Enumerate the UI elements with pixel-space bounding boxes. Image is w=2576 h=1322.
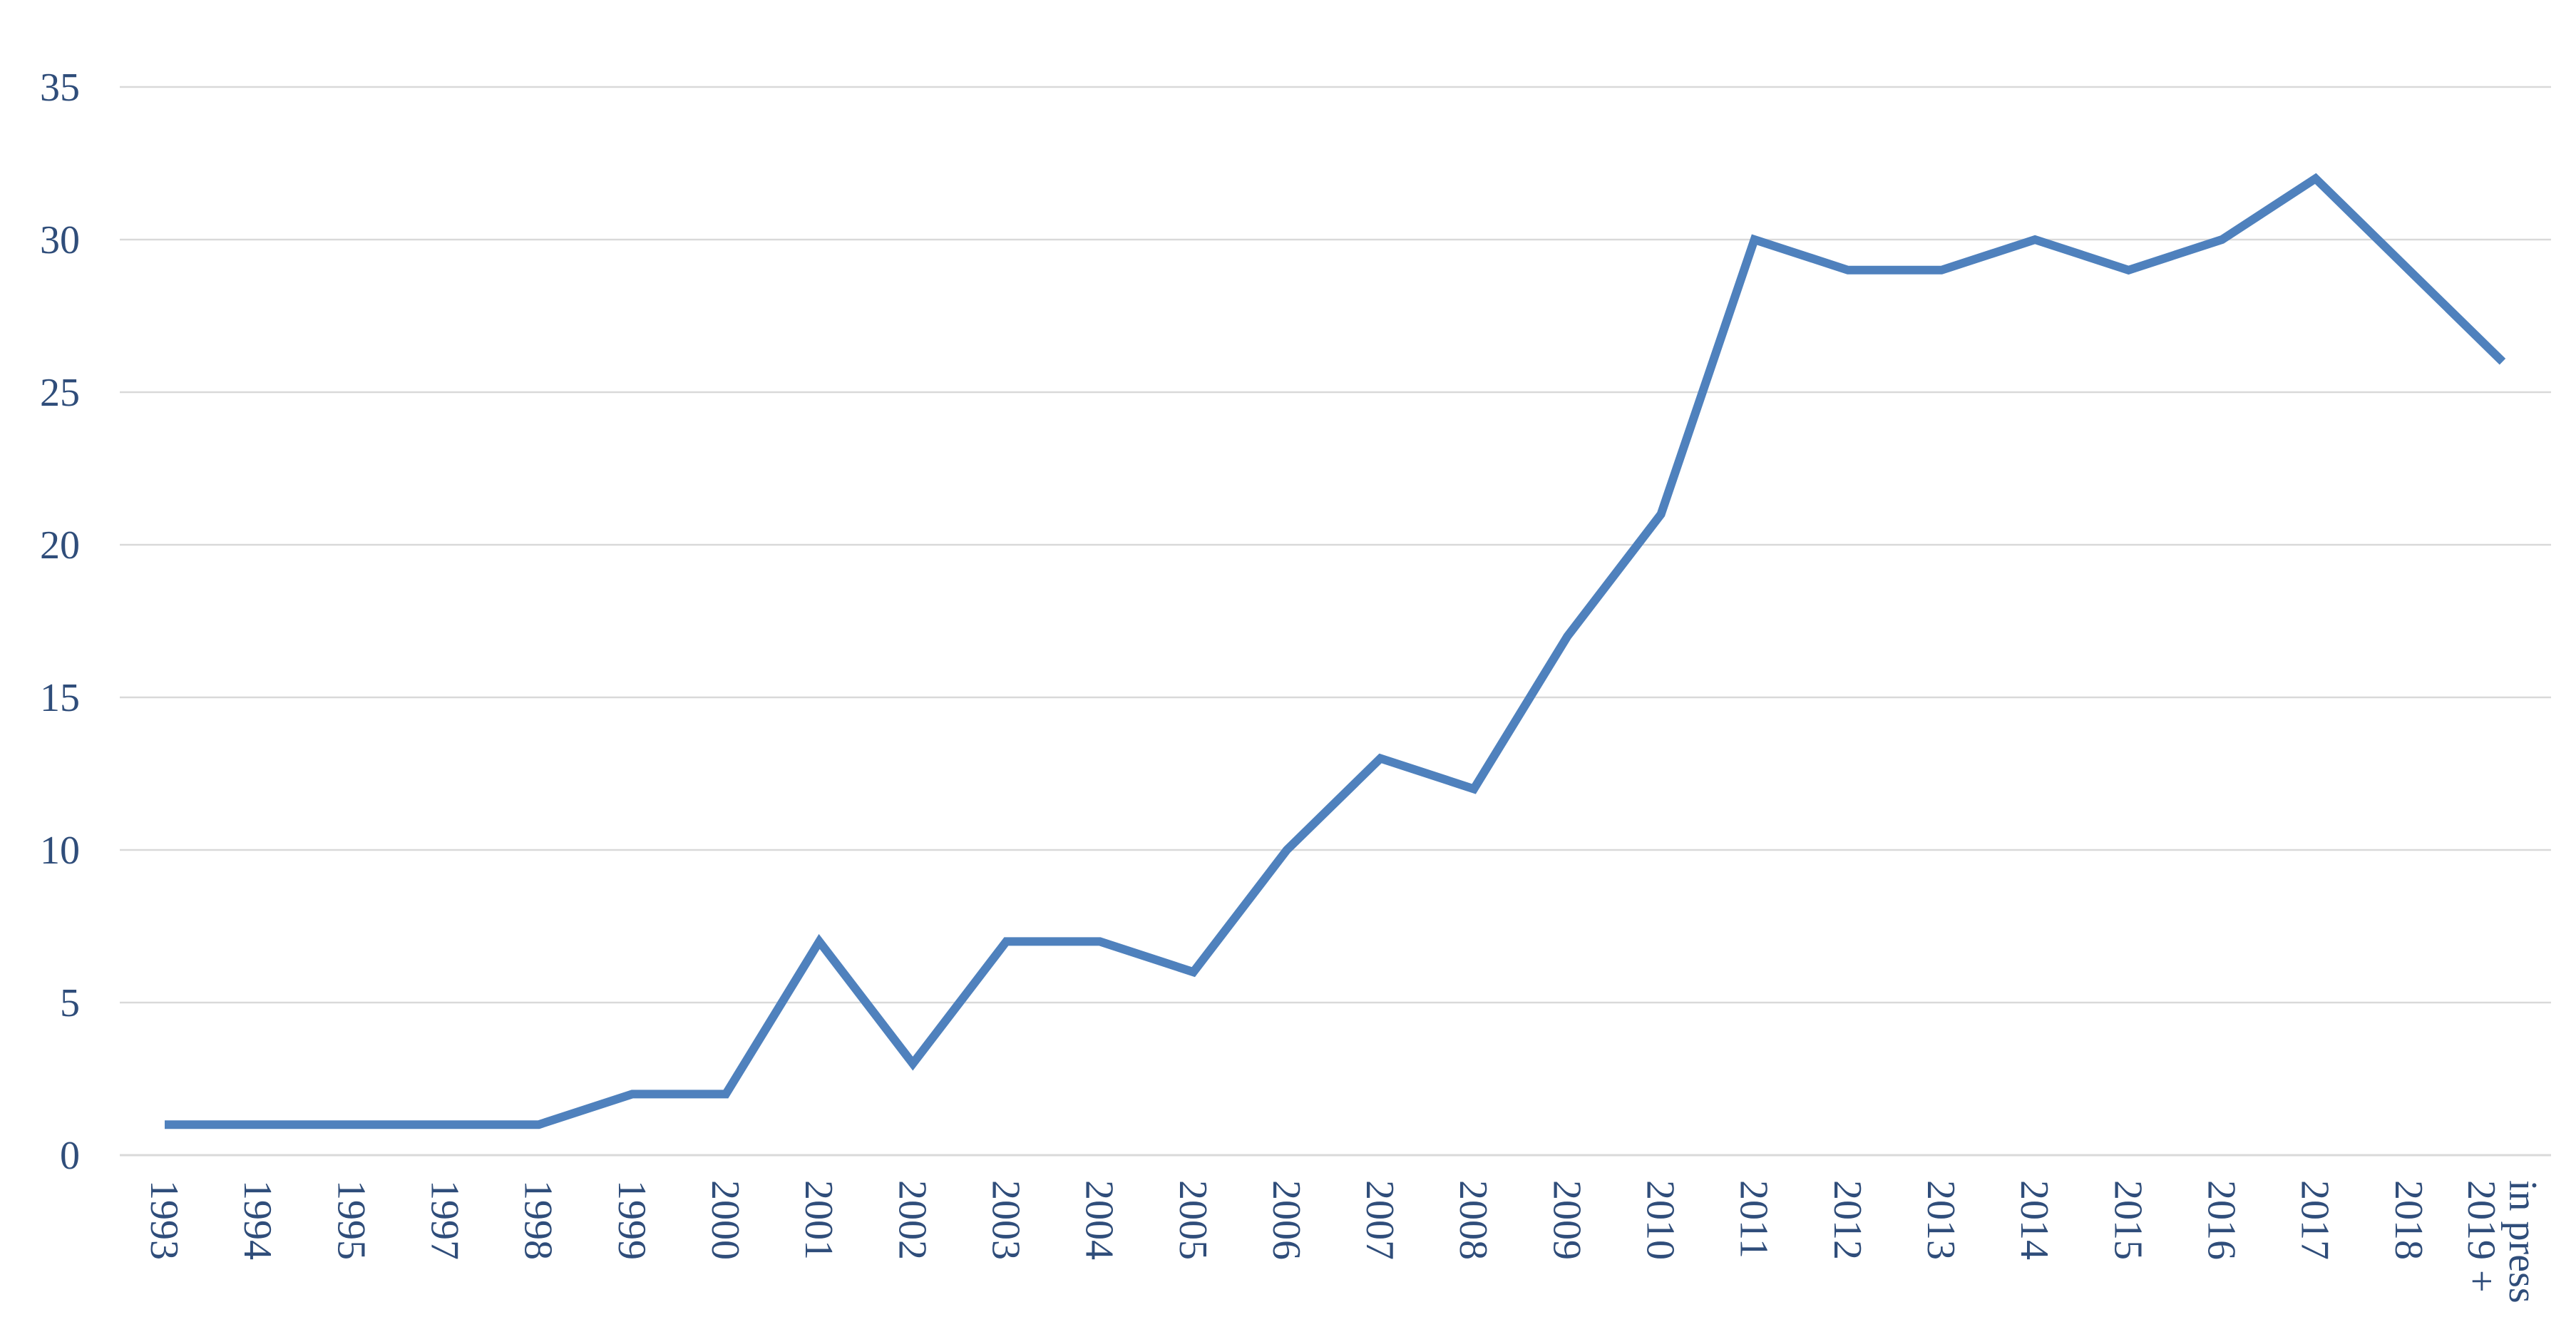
data-point bbox=[1376, 754, 1385, 763]
y-tick-label: 0 bbox=[60, 1134, 80, 1178]
x-tick-label: 2010 bbox=[1638, 1180, 1683, 1260]
x-tick-label: 2004 bbox=[1077, 1180, 1122, 1260]
x-tick-label: 2005 bbox=[1171, 1180, 1215, 1260]
data-point bbox=[347, 1120, 356, 1129]
data-point bbox=[535, 1120, 543, 1129]
data-point bbox=[1937, 266, 1946, 275]
x-tick-label: 2014 bbox=[2012, 1180, 2056, 1260]
x-tick-label: 2001 bbox=[796, 1180, 841, 1260]
x-tick-label: 2015 bbox=[2105, 1180, 2150, 1260]
data-point bbox=[908, 1060, 917, 1068]
x-tick-label: 2011 bbox=[1732, 1180, 1776, 1259]
x-tick-label: 2013 bbox=[1919, 1180, 1963, 1260]
data-point bbox=[722, 1090, 730, 1098]
data-point bbox=[1002, 937, 1010, 946]
y-tick-label: 10 bbox=[40, 829, 80, 873]
x-tick-label: 1999 bbox=[610, 1180, 654, 1260]
x-tick-label: 2002 bbox=[890, 1180, 934, 1260]
x-tick-label: 2007 bbox=[1358, 1180, 1402, 1260]
x-tick-label: 1997 bbox=[422, 1180, 466, 1260]
data-point bbox=[1189, 968, 1198, 976]
y-tick-label: 35 bbox=[40, 66, 80, 110]
x-tick-label: 1998 bbox=[516, 1180, 560, 1260]
data-point bbox=[160, 1120, 169, 1129]
x-tick-label: 2000 bbox=[703, 1180, 747, 1260]
data-point bbox=[1563, 632, 1571, 640]
x-tick-label: 2016 bbox=[2200, 1180, 2244, 1260]
data-point bbox=[815, 937, 823, 946]
y-axis-ticks: 0 5 10 15 20 25 30 35 bbox=[40, 66, 80, 1178]
data-point bbox=[1750, 235, 1759, 244]
gridlines bbox=[120, 86, 2551, 1157]
data-point bbox=[1096, 937, 1104, 946]
y-tick-label: 20 bbox=[40, 523, 80, 568]
data-point bbox=[2405, 266, 2413, 275]
series-line bbox=[165, 173, 2506, 1129]
x-tick-label: 1994 bbox=[235, 1180, 279, 1260]
data-point bbox=[2124, 266, 2133, 275]
data-point bbox=[1283, 846, 1291, 854]
x-tick-label: 2018 bbox=[2386, 1180, 2431, 1260]
data-point bbox=[441, 1120, 450, 1129]
x-tick-label: 2003 bbox=[983, 1180, 1027, 1260]
data-point bbox=[2031, 235, 2039, 244]
data-point bbox=[2311, 174, 2320, 183]
data-point bbox=[2498, 357, 2507, 366]
data-point bbox=[254, 1120, 262, 1129]
y-tick-label: 5 bbox=[60, 981, 80, 1025]
x-tick-label: 1993 bbox=[142, 1180, 186, 1260]
data-point bbox=[1844, 266, 1852, 275]
x-tick-label: 2006 bbox=[1264, 1180, 1308, 1260]
x-tick-label: 2012 bbox=[1825, 1180, 1869, 1260]
data-point bbox=[2218, 235, 2227, 244]
series-layer bbox=[160, 173, 2507, 1129]
x-axis-ticks: 1993 1994 1995 1997 1998 1999 2000 2001 2002 2003… bbox=[142, 1180, 2545, 1303]
data-point bbox=[628, 1090, 637, 1098]
x-tick-label: 2008 bbox=[1451, 1180, 1495, 1260]
y-tick-label: 15 bbox=[40, 676, 80, 720]
x-tick-label: 2017 bbox=[2293, 1180, 2337, 1260]
data-point bbox=[1469, 784, 1478, 793]
x-tick-label: 2019 +in press bbox=[2459, 1180, 2545, 1303]
y-tick-label: 30 bbox=[40, 218, 80, 262]
data-point bbox=[1657, 510, 1666, 518]
y-tick-label: 25 bbox=[40, 371, 80, 415]
x-tick-label: 1995 bbox=[329, 1180, 373, 1260]
x-tick-label: 2009 bbox=[1544, 1180, 1589, 1260]
